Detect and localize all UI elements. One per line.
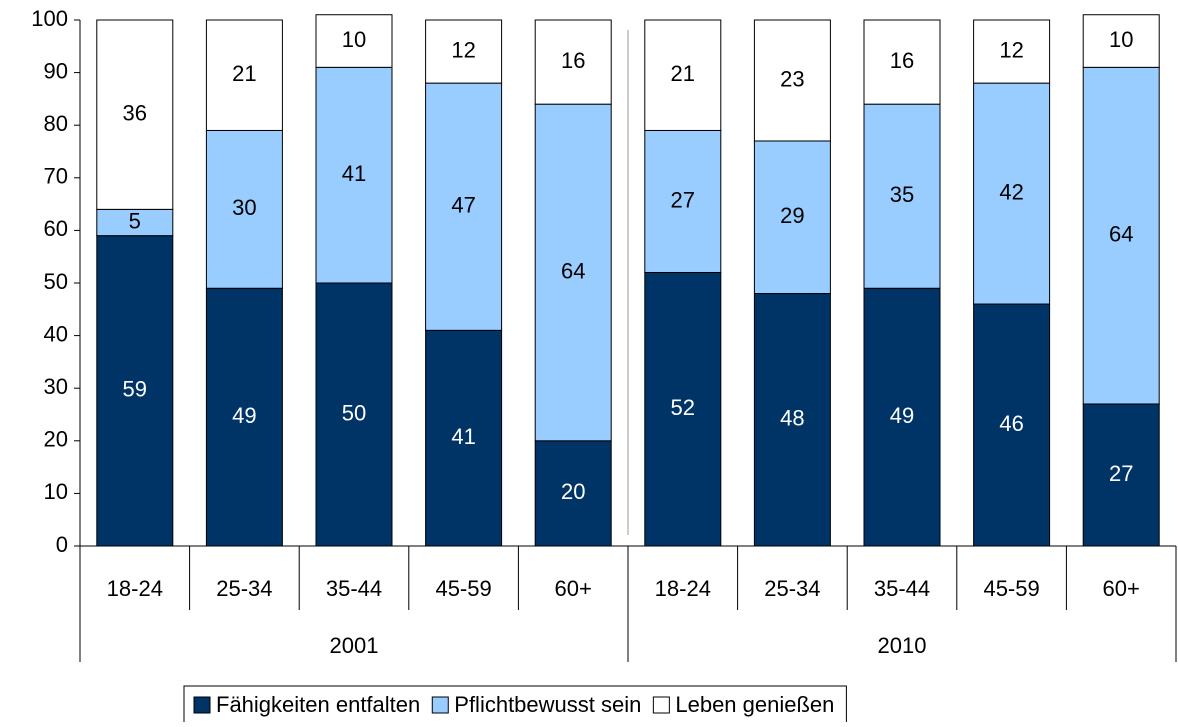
y-tick-label: 90 bbox=[44, 58, 68, 83]
bar-segment bbox=[863, 287, 941, 547]
legend-label: Pflichtbewusst sein bbox=[454, 692, 641, 717]
y-tick-label: 10 bbox=[44, 479, 68, 504]
data-label: 21 bbox=[671, 61, 695, 86]
y-tick-label: 70 bbox=[44, 164, 68, 189]
x-tick-label: 35-44 bbox=[874, 576, 930, 601]
legend-swatch bbox=[652, 696, 670, 714]
bar-segment bbox=[534, 440, 612, 547]
bar-segment bbox=[205, 287, 283, 547]
data-label: 49 bbox=[890, 403, 914, 428]
x-tick-label: 25-34 bbox=[216, 576, 272, 601]
bar-segment bbox=[315, 14, 393, 68]
y-tick-label: 0 bbox=[56, 532, 68, 557]
bar-segment bbox=[644, 271, 722, 547]
legend-box bbox=[183, 685, 847, 725]
bar-segment bbox=[96, 19, 174, 210]
x-tick-label: 60+ bbox=[555, 576, 592, 601]
group-label: 2001 bbox=[330, 633, 379, 658]
data-label: 46 bbox=[999, 411, 1023, 436]
bar-segment bbox=[425, 19, 503, 84]
y-tick-label: 80 bbox=[44, 111, 68, 136]
legend-label: Fähigkeiten entfalten bbox=[216, 692, 420, 717]
bar-segment bbox=[973, 82, 1051, 305]
bar-segment bbox=[644, 19, 722, 131]
x-tick-label: 18-24 bbox=[655, 576, 711, 601]
x-tick-label: 45-59 bbox=[435, 576, 491, 601]
bar-segment bbox=[753, 19, 831, 142]
y-tick-label: 40 bbox=[44, 321, 68, 346]
data-label: 35 bbox=[890, 182, 914, 207]
bar-segment bbox=[973, 19, 1051, 84]
y-tick-label: 100 bbox=[31, 6, 68, 31]
bar-segment bbox=[644, 129, 722, 273]
bar-segment bbox=[973, 303, 1051, 547]
bar-segment bbox=[753, 293, 831, 547]
data-label: 21 bbox=[232, 61, 256, 86]
bar-segment bbox=[425, 329, 503, 547]
bar-segment bbox=[1082, 403, 1160, 547]
legend-swatch bbox=[193, 696, 211, 714]
data-label: 12 bbox=[999, 37, 1023, 62]
x-tick-label: 45-59 bbox=[983, 576, 1039, 601]
bar-segment bbox=[753, 140, 831, 295]
legend-swatch bbox=[431, 696, 449, 714]
bar-segment bbox=[205, 19, 283, 131]
data-label: 41 bbox=[342, 161, 366, 186]
data-label: 48 bbox=[780, 406, 804, 431]
data-label: 64 bbox=[561, 258, 585, 283]
x-tick-label: 35-44 bbox=[326, 576, 382, 601]
y-tick-label: 20 bbox=[44, 427, 68, 452]
bar-segment bbox=[534, 103, 612, 442]
y-tick-label: 50 bbox=[44, 269, 68, 294]
data-label: 27 bbox=[1109, 461, 1133, 486]
legend-label: Leben genießen bbox=[675, 692, 834, 717]
bar-segment bbox=[863, 19, 941, 105]
bar-segment bbox=[425, 82, 503, 331]
data-label: 5 bbox=[129, 208, 141, 233]
data-label: 10 bbox=[1109, 27, 1133, 52]
data-label: 52 bbox=[671, 395, 695, 420]
x-tick-label: 25-34 bbox=[764, 576, 820, 601]
data-label: 50 bbox=[342, 400, 366, 425]
data-label: 27 bbox=[671, 187, 695, 212]
data-label: 42 bbox=[999, 179, 1023, 204]
group-label: 2010 bbox=[878, 633, 927, 658]
x-tick-label: 60+ bbox=[1103, 576, 1140, 601]
bar-segment bbox=[96, 235, 174, 547]
bar-segment bbox=[96, 208, 174, 237]
y-tick-label: 30 bbox=[44, 374, 68, 399]
data-label: 30 bbox=[232, 195, 256, 220]
data-label: 12 bbox=[451, 37, 475, 62]
bar-segment bbox=[863, 103, 941, 289]
data-label: 29 bbox=[780, 203, 804, 228]
bar-segment bbox=[315, 66, 393, 284]
bar-segment bbox=[1082, 66, 1160, 405]
data-label: 16 bbox=[890, 48, 914, 73]
data-label: 10 bbox=[342, 27, 366, 52]
data-label: 20 bbox=[561, 479, 585, 504]
bar-segment bbox=[534, 19, 612, 105]
bar-segment bbox=[205, 129, 283, 289]
data-label: 41 bbox=[451, 424, 475, 449]
y-tick-label: 60 bbox=[44, 216, 68, 241]
data-label: 49 bbox=[232, 403, 256, 428]
data-label: 59 bbox=[123, 377, 147, 402]
data-label: 23 bbox=[780, 66, 804, 91]
data-label: 16 bbox=[561, 48, 585, 73]
data-label: 36 bbox=[123, 100, 147, 125]
data-label: 47 bbox=[451, 193, 475, 218]
data-label: 64 bbox=[1109, 221, 1133, 246]
x-tick-label: 18-24 bbox=[107, 576, 163, 601]
bar-segment bbox=[1082, 14, 1160, 68]
